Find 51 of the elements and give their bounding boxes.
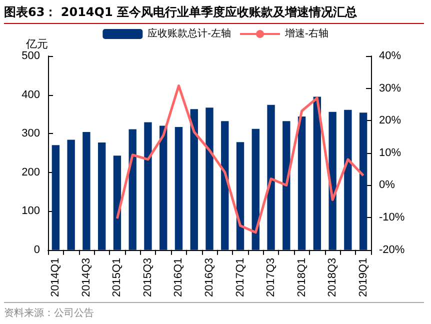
x-tick-label: 2016Q3 xyxy=(204,258,216,298)
bar xyxy=(144,122,152,250)
x-tick-label: 2018Q1 xyxy=(296,258,308,298)
bar xyxy=(113,156,122,250)
bar xyxy=(128,129,136,250)
x-tick-label: 2014Q3 xyxy=(80,258,92,298)
bar xyxy=(190,109,198,250)
y-tick-label: 300 xyxy=(22,128,40,140)
y2-tick-label: 40% xyxy=(379,50,402,62)
bar xyxy=(236,142,244,250)
bar xyxy=(98,142,106,250)
bar xyxy=(160,126,168,250)
y2-tick-label: 0% xyxy=(379,179,396,192)
bar xyxy=(252,128,260,250)
line-series xyxy=(116,84,365,234)
y-tick-label: 100 xyxy=(22,205,40,218)
bar xyxy=(313,96,322,250)
x-tick-label: 2015Q3 xyxy=(142,258,154,298)
y-tick-label: 500 xyxy=(22,50,40,62)
x-tick-label: 2019Q1 xyxy=(357,258,370,298)
y-tick-label: 400 xyxy=(22,88,40,101)
y-tick-label: 0 xyxy=(34,244,40,256)
bar xyxy=(359,112,368,250)
bar xyxy=(52,145,60,250)
y2-tick-label: -10% xyxy=(379,212,405,224)
bar xyxy=(282,121,290,250)
bar xyxy=(267,104,275,250)
y-tick-label: 200 xyxy=(22,166,40,178)
bar xyxy=(174,126,183,250)
y2-tick-label: -20% xyxy=(379,244,405,256)
x-tick-label: 2016Q1 xyxy=(172,258,185,298)
x-tick-label: 2017Q1 xyxy=(234,258,246,298)
bar xyxy=(206,108,214,250)
x-tick-label: 2018Q3 xyxy=(326,258,339,298)
bar xyxy=(328,112,336,250)
bar xyxy=(344,110,352,250)
y-axis-title: 亿元 xyxy=(25,38,48,50)
x-tick-label: 2014Q1 xyxy=(50,258,62,298)
bar xyxy=(221,121,229,250)
chart-title: 图表63： 2014Q1 至今风电行业单季度应收账款及增速情况汇总 xyxy=(4,4,424,24)
legend-label: 应收账款总计-左轴 xyxy=(148,28,232,40)
y2-tick-label: 10% xyxy=(379,146,402,159)
x-tick-label: 2015Q1 xyxy=(111,258,124,298)
text: 资料来源：公司公告 xyxy=(4,302,424,320)
y2-tick-label: 30% xyxy=(379,82,402,94)
legend-label: 增速-右轴 xyxy=(284,28,328,40)
bar xyxy=(67,140,75,250)
x-tick-label: 2017Q3 xyxy=(265,258,278,298)
bar xyxy=(298,116,306,250)
y2-tick-label: 20% xyxy=(379,114,402,127)
bar xyxy=(82,132,90,250)
